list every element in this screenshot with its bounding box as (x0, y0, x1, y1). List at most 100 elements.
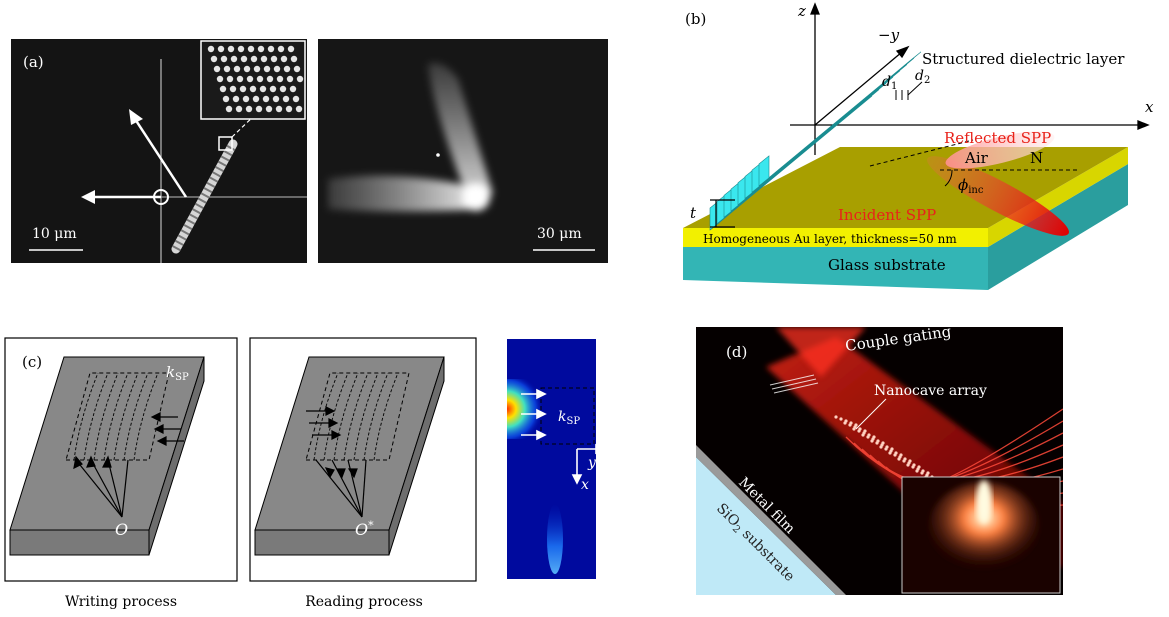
lattice-particle (270, 55, 278, 63)
fringe-line (83, 372, 109, 461)
d1-label: d1 (882, 74, 897, 92)
fringe-line (73, 372, 99, 461)
nanocave (912, 463, 916, 467)
panel-c-label: (c) (22, 353, 42, 371)
grating-ridge-face (758, 155, 770, 187)
nanocave (881, 441, 885, 445)
t-label: t (690, 204, 697, 222)
thickness-marker (710, 199, 735, 228)
lattice-particle (210, 55, 218, 63)
field-arrows (521, 388, 596, 485)
nanocave (899, 453, 903, 457)
fringe-line (133, 372, 159, 461)
nanocave (834, 415, 838, 419)
nanocave (921, 469, 925, 473)
lattice-particle (257, 45, 265, 53)
lattice-particle (286, 75, 294, 83)
lattice-particle (290, 55, 298, 63)
panel-c-schematic: (c) kSP kSP O O* Writing process Reading… (4, 337, 477, 610)
lattice-particle (287, 45, 295, 53)
lattice-particle (283, 65, 291, 73)
hologram-region (65, 372, 410, 461)
lattice-particle (292, 95, 300, 103)
panel-a-left-svg: 10 μm (a) (11, 39, 307, 263)
helical-rod (171, 139, 238, 254)
nanocave (849, 421, 853, 425)
nanocave (903, 457, 907, 461)
air-label: Air (964, 149, 989, 167)
panel-a-label: (a) (23, 53, 44, 71)
lattice-particle (276, 75, 284, 83)
writing-slab (9, 356, 205, 556)
inset-particle-lattice (207, 45, 304, 113)
lattice-particle (255, 105, 263, 113)
lattice-particle (245, 105, 253, 113)
incident-spp-label: Incident SPP (838, 206, 936, 224)
nanocave (908, 459, 912, 463)
lattice-particle (252, 95, 260, 103)
lattice-particle (279, 85, 287, 93)
structured-layer-label: Structured dielectric layer (922, 50, 1125, 68)
panel-d-label: (d) (726, 343, 747, 361)
lattice-particle (266, 75, 274, 83)
fringe-line (333, 372, 359, 461)
lattice-particle (242, 95, 250, 103)
d2-label: d2 (915, 68, 930, 86)
lattice-particle (213, 65, 221, 73)
lattice-particle (235, 105, 243, 113)
au-layer-label: Homogeneous Au layer, thickness=50 nm (703, 232, 957, 246)
nanocave (854, 423, 858, 427)
origin-label: O (115, 520, 128, 539)
rotation-marker (153, 189, 169, 205)
nanocave (863, 429, 867, 433)
fringe-line (323, 372, 349, 461)
nanocave (917, 465, 921, 469)
incident-spp-beam (927, 156, 1069, 236)
lattice-particle (233, 65, 241, 73)
nanocave (926, 471, 930, 475)
reading-caption: Reading process (305, 594, 423, 610)
lattice-particle (220, 55, 228, 63)
writing-caption: Writing process (65, 594, 177, 610)
beam-glow (328, 63, 493, 212)
lattice-particle (216, 75, 224, 83)
axis-z-label: z (797, 2, 806, 20)
fringe-line (103, 372, 129, 461)
lattice-particle (260, 55, 268, 63)
structured-dielectric-layer (709, 51, 922, 231)
nanocave (894, 451, 898, 455)
glass-substrate-label: Glass substrate (828, 256, 946, 274)
lattice-particle (267, 45, 275, 53)
panel-b-schematic: (b) z −y x Structured dielectric layer d… (683, 2, 1154, 290)
writing-rays (73, 412, 184, 518)
fringe-line (343, 372, 369, 461)
lattice-particle (247, 45, 255, 53)
lattice-particle (246, 75, 254, 83)
scale-label-right: 30 μm (537, 226, 582, 242)
lattice-particle (263, 65, 271, 73)
lattice-particle (293, 65, 301, 73)
axes (790, 2, 1150, 155)
fringe-line (313, 372, 339, 461)
reflected-spp-beam (945, 131, 1055, 169)
panel-a-left-micrograph: 10 μm (a) (11, 39, 307, 263)
fringe-line (123, 372, 149, 461)
lattice-particle (280, 55, 288, 63)
lattice-particle (269, 85, 277, 93)
field-map: kSP y x (507, 339, 596, 579)
lattice-particle (239, 85, 247, 93)
lattice-particle (240, 55, 248, 63)
metal-film (696, 445, 846, 595)
lattice-particle (296, 75, 304, 83)
lattice-particle (236, 75, 244, 83)
nanocave (844, 419, 848, 423)
lattice-particle (289, 85, 297, 93)
fringe-line (93, 372, 119, 461)
fringe-line (363, 372, 389, 461)
axis-x-label: x (1145, 98, 1154, 116)
axis-minus-y-label: −y (878, 26, 900, 44)
lattice-particle (243, 65, 251, 73)
lattice-particle (226, 75, 234, 83)
lattice-particle (250, 55, 258, 63)
panel-a-right-micrograph: 30 μm (318, 39, 608, 263)
